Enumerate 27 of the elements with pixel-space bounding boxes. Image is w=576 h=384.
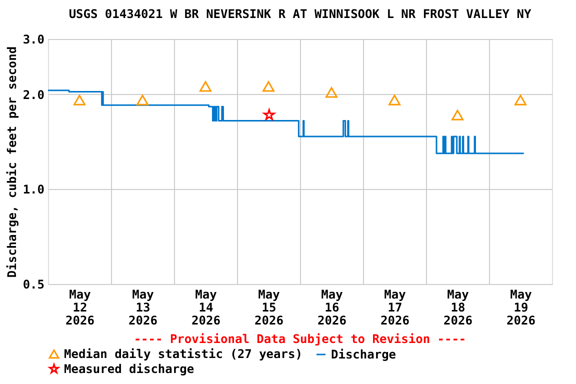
x-tick-label: May 13 2026 bbox=[128, 288, 158, 328]
point bbox=[74, 94, 86, 106]
point bbox=[263, 109, 275, 120]
point bbox=[514, 94, 526, 106]
x-tick-label: May 19 2026 bbox=[506, 288, 536, 328]
y-tick-label: 3.0 bbox=[22, 32, 44, 46]
x-tick-label: May 17 2026 bbox=[380, 288, 410, 328]
legend-label: Measured discharge bbox=[64, 362, 194, 376]
point bbox=[326, 87, 338, 98]
x-tick-label: May 14 2026 bbox=[192, 288, 220, 328]
point bbox=[262, 81, 274, 92]
legend-label: Discharge bbox=[331, 348, 396, 362]
point bbox=[200, 81, 212, 92]
y-tick-label: 1.0 bbox=[22, 182, 44, 197]
y-tick-label: 2.0 bbox=[22, 88, 44, 102]
point bbox=[136, 94, 148, 106]
x-tick-label: May 12 2026 bbox=[66, 288, 94, 328]
x-tick-label: May 15 2026 bbox=[254, 288, 284, 328]
x-tick-label: May 16 2026 bbox=[318, 288, 346, 328]
point bbox=[452, 110, 464, 120]
chart-title: USGS 01434021 W BR NEVERSINK R AT WINNISOOK L NR FROST VALLEY NY bbox=[68, 7, 532, 21]
text: ---- Provisional Data Subject to Revision ---- bbox=[134, 332, 466, 346]
legend-label: Median daily statistic (27 years) bbox=[64, 347, 302, 362]
point bbox=[388, 94, 400, 106]
y-tick-label: 0.5 bbox=[22, 278, 44, 292]
y-axis-title: Discharge, cubic feet per second bbox=[4, 46, 19, 278]
x-tick-label: May 18 2026 bbox=[444, 288, 472, 328]
